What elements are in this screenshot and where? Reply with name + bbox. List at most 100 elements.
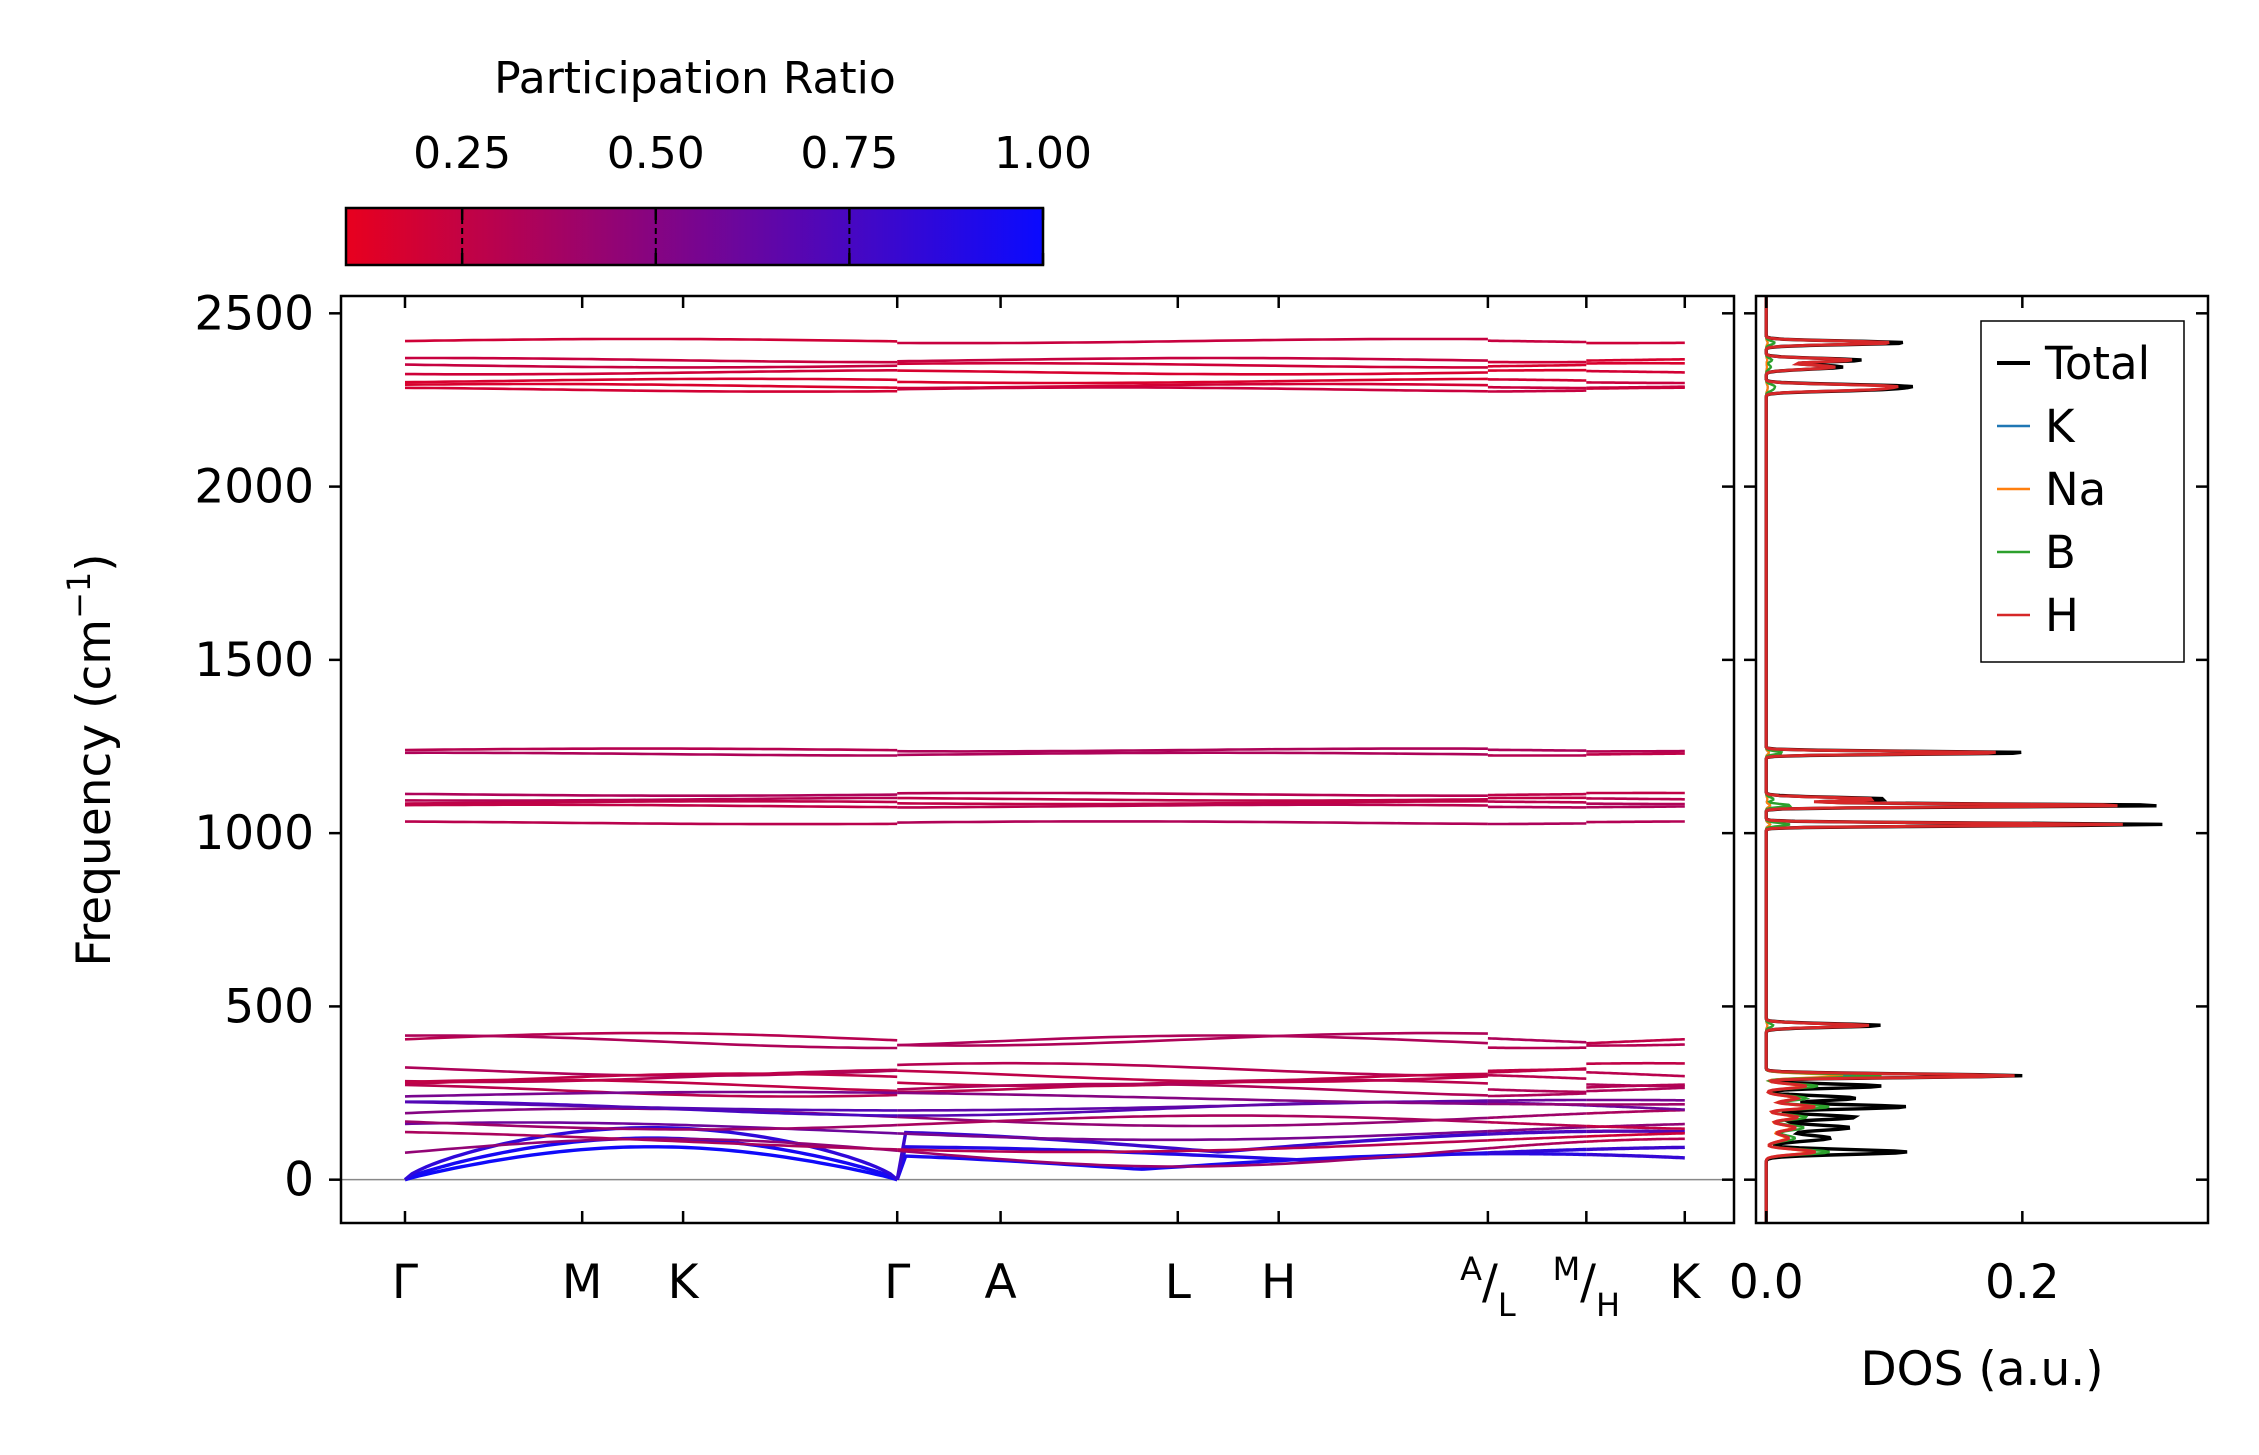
dos-panel: 0.0 0.2 DOS (a.u.) Total K Na BH (1729, 294, 2210, 1397)
main-axes-frame (339, 294, 1736, 1225)
band-line (405, 820, 898, 826)
band-line (405, 369, 898, 376)
band-line (897, 1034, 1488, 1047)
low-band-line (897, 1091, 1488, 1106)
band-line (1586, 1061, 1685, 1066)
y-tick-label: 1500 (194, 633, 314, 688)
low-band-line (403, 1126, 899, 1181)
low-band-line (1586, 1104, 1685, 1111)
x-tick-label-slash: / (1482, 1255, 1498, 1310)
band-line (897, 369, 1488, 376)
band-line (1487, 1068, 1587, 1073)
colorbar-title: Participation Ratio (494, 53, 896, 104)
band-line (1586, 1083, 1685, 1089)
x-tick-label: Γ (392, 1255, 418, 1310)
x-tick-label: M (562, 1255, 603, 1310)
band-line (1487, 363, 1587, 368)
dos-axes-frame (1754, 294, 2210, 1225)
x-tick-label: Γ (884, 1255, 910, 1310)
low-band-line (1586, 1129, 1685, 1134)
band-line (1586, 358, 1685, 362)
x-tick-label: K (668, 1255, 700, 1310)
band-line (404, 803, 898, 809)
low-band-line (1586, 1137, 1685, 1143)
band-line (1487, 805, 1587, 809)
colorbar-tick-label: 0.50 (607, 128, 705, 179)
band-line (897, 356, 1488, 363)
low-band-line (897, 1147, 1489, 1168)
x-tick-label-slash: / (1580, 1255, 1596, 1310)
legend-entries: Total K Na BH (1997, 337, 2150, 642)
band-line (897, 800, 1488, 806)
x-tick-label-sub: H (1596, 1286, 1620, 1324)
x-tick-label: L (1165, 1255, 1191, 1310)
y-axis-label-superscript: −1 (60, 572, 98, 619)
band-line (404, 1083, 898, 1098)
y-axis-label: Frequency (cm−1) (60, 553, 122, 966)
dos-y-ticks (1744, 312, 2208, 1181)
low-band-line (404, 1121, 898, 1135)
band-line (897, 1061, 1488, 1077)
band-line (1487, 378, 1587, 382)
band-line (897, 1082, 1488, 1097)
x-tick-label: A/L (1460, 1250, 1516, 1324)
band-line (405, 751, 898, 757)
colorbar: Participation Ratio 0.25 0.50 0.75 1.00 (344, 53, 1092, 267)
legend-box (1980, 320, 2185, 663)
band-line (1487, 748, 1587, 752)
band-line (1487, 792, 1587, 797)
band-line (897, 386, 1488, 393)
dos-x-ticks: 0.0 0.2 (1729, 296, 2060, 1310)
dos-x-tick-label: 0.2 (1985, 1255, 2060, 1310)
low-band-line (404, 1130, 898, 1151)
band-line (897, 1078, 1488, 1094)
legend-label: H (2045, 589, 2079, 642)
band-lines (341, 337, 1734, 1182)
dos-x-axis-label: DOS (a.u.) (1860, 1342, 2103, 1397)
band-line (404, 382, 898, 389)
low-band-line (1487, 1140, 1587, 1150)
band-line (1487, 389, 1587, 393)
band-line (1487, 1037, 1587, 1044)
x-tick-label-sup: A (1460, 1250, 1482, 1288)
band-line (1586, 797, 1685, 801)
colorbar-gradient (344, 206, 1045, 267)
low-band-line (1487, 1102, 1587, 1106)
colorbar-tick-label: 0.25 (413, 128, 511, 179)
legend-label: Total (2044, 337, 2150, 390)
band-line (404, 792, 898, 797)
band-line (897, 337, 1488, 345)
x-tick-label: K (1669, 1255, 1701, 1310)
low-band-line (1487, 1135, 1587, 1142)
band-line (1586, 381, 1685, 385)
low-band-line (897, 1114, 1488, 1127)
low-band-line (1586, 1124, 1685, 1130)
legend-label: B (2045, 526, 2076, 579)
band-line (1487, 800, 1587, 804)
y-axis-label-close: ) (67, 553, 122, 571)
band-line (897, 377, 1488, 385)
low-band-line (1487, 1125, 1587, 1133)
main-y-ticks: 0 500 1000 1500 2000 2500 (194, 286, 1734, 1208)
low-band-line (1487, 1129, 1587, 1136)
low-band-line (1586, 1145, 1685, 1152)
band-line (405, 1034, 898, 1050)
low-band-line (897, 1139, 1488, 1154)
band-line (1487, 385, 1587, 390)
band-line (1586, 386, 1685, 390)
low-band-line (1487, 1112, 1587, 1120)
legend-label: Na (2045, 463, 2106, 516)
colorbar-ticks: 0.25 0.50 0.75 1.00 (413, 128, 1092, 265)
x-tick-label-sup: M (1553, 1250, 1581, 1288)
y-axis-label-main: Frequency (cm (67, 619, 122, 967)
band-line (404, 337, 898, 343)
low-band-line (1586, 1108, 1685, 1115)
band-line (1586, 752, 1685, 756)
y-tick-label: 500 (224, 979, 314, 1034)
band-line (1586, 1086, 1685, 1093)
band-line (897, 796, 1488, 802)
legend-label: K (2045, 400, 2076, 453)
x-tick-label: M/H (1553, 1250, 1621, 1324)
low-band-line (1487, 1098, 1587, 1102)
